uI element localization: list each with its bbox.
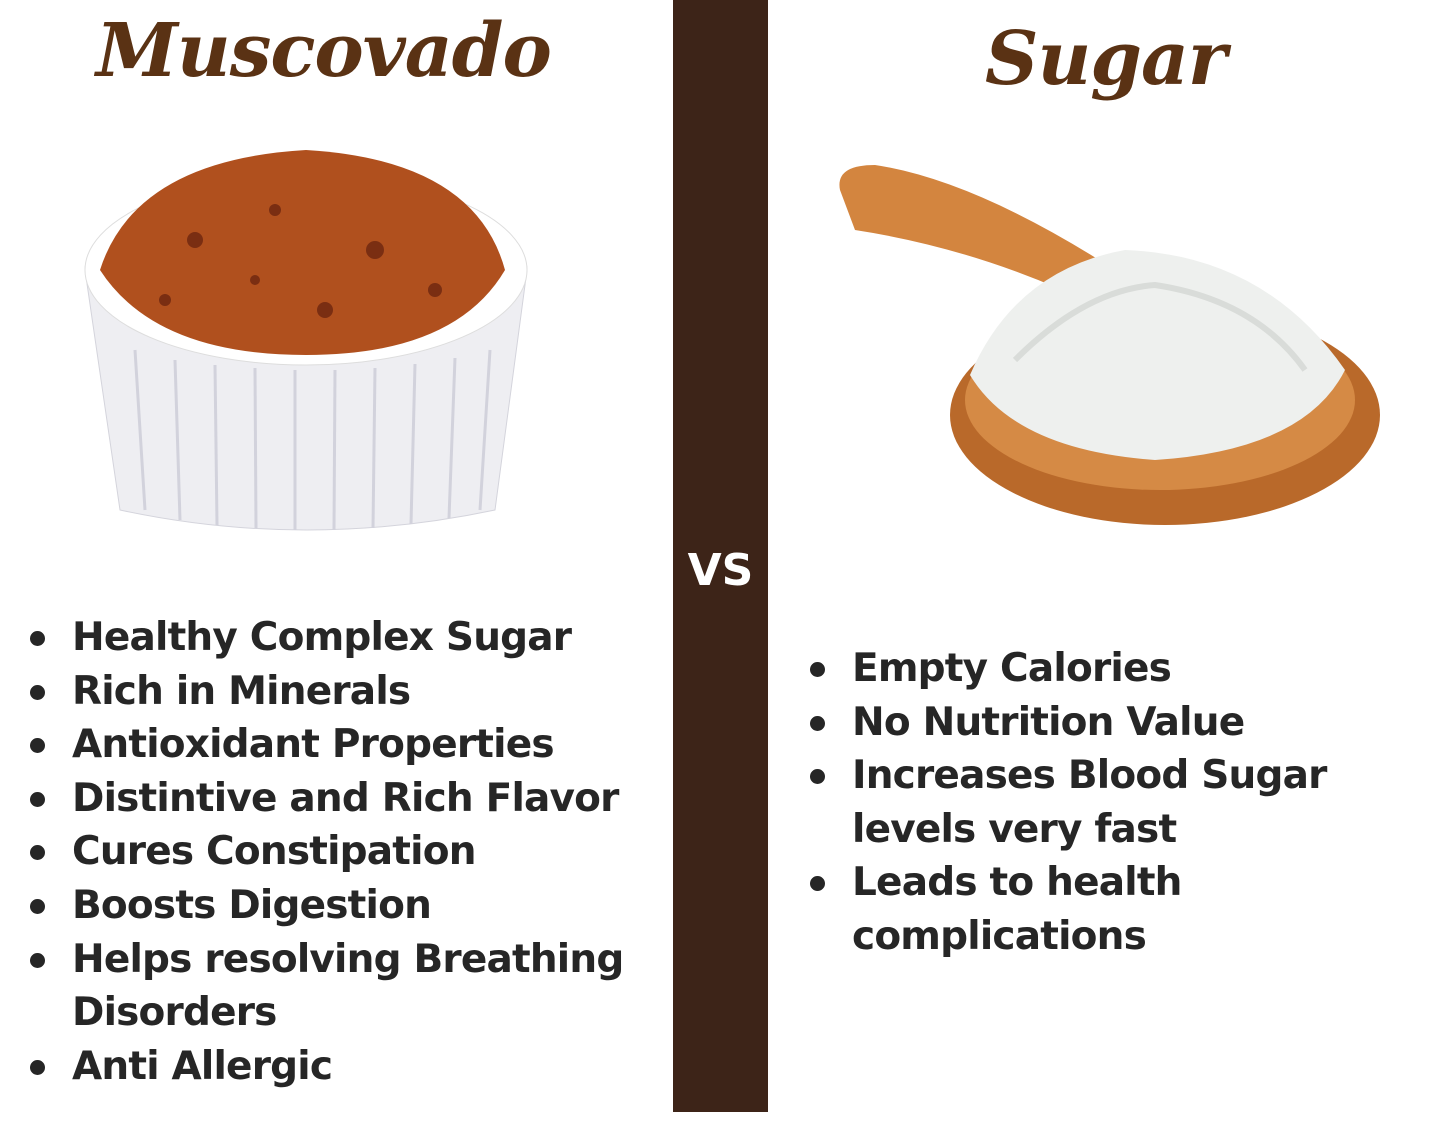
bullet-icon (30, 684, 45, 700)
muscovado-bowl-image (84, 150, 528, 531)
list-item: Helps resolving Breathing Disorders (30, 933, 632, 1040)
list-item: Cures Constipation (30, 825, 632, 879)
list-item: Anti Allergic (30, 1040, 632, 1094)
vs-label: VS (687, 545, 754, 596)
muscovado-benefits-list: Healthy Complex Sugar Rich in Minerals A… (30, 611, 632, 1094)
list-item: Empty Calories (810, 642, 1445, 696)
bullet-icon (30, 845, 45, 861)
sugar-drawbacks-list: Empty Calories No Nutrition Value Increa… (810, 642, 1445, 964)
bullet-icon (30, 791, 45, 807)
bullet-icon (30, 898, 45, 914)
bullet-icon (810, 769, 825, 785)
list-item: Rich in Minerals (30, 665, 632, 719)
bullet-icon (30, 631, 45, 646)
bullet-icon (810, 876, 825, 892)
list-item: No Nutrition Value (810, 696, 1445, 750)
muscovado-title: Muscovado (96, 8, 552, 94)
sugar-title: Sugar (985, 16, 1227, 102)
bullet-icon (810, 662, 825, 677)
list-item: Increases Blood Sugar levels very fast (810, 749, 1445, 856)
sugar-spoon-image (839, 165, 1380, 525)
vs-divider (673, 0, 768, 1112)
bullet-icon (30, 1059, 45, 1075)
list-item: Leads to health complications (810, 856, 1445, 963)
bullet-icon (30, 952, 45, 968)
bullet-icon (30, 738, 45, 754)
list-item: Antioxidant Properties (30, 718, 632, 772)
list-item: Healthy Complex Sugar (30, 611, 632, 665)
bullet-icon (810, 715, 825, 731)
list-item: Boosts Digestion (30, 879, 632, 933)
list-item: Distintive and Rich Flavor (30, 772, 632, 826)
